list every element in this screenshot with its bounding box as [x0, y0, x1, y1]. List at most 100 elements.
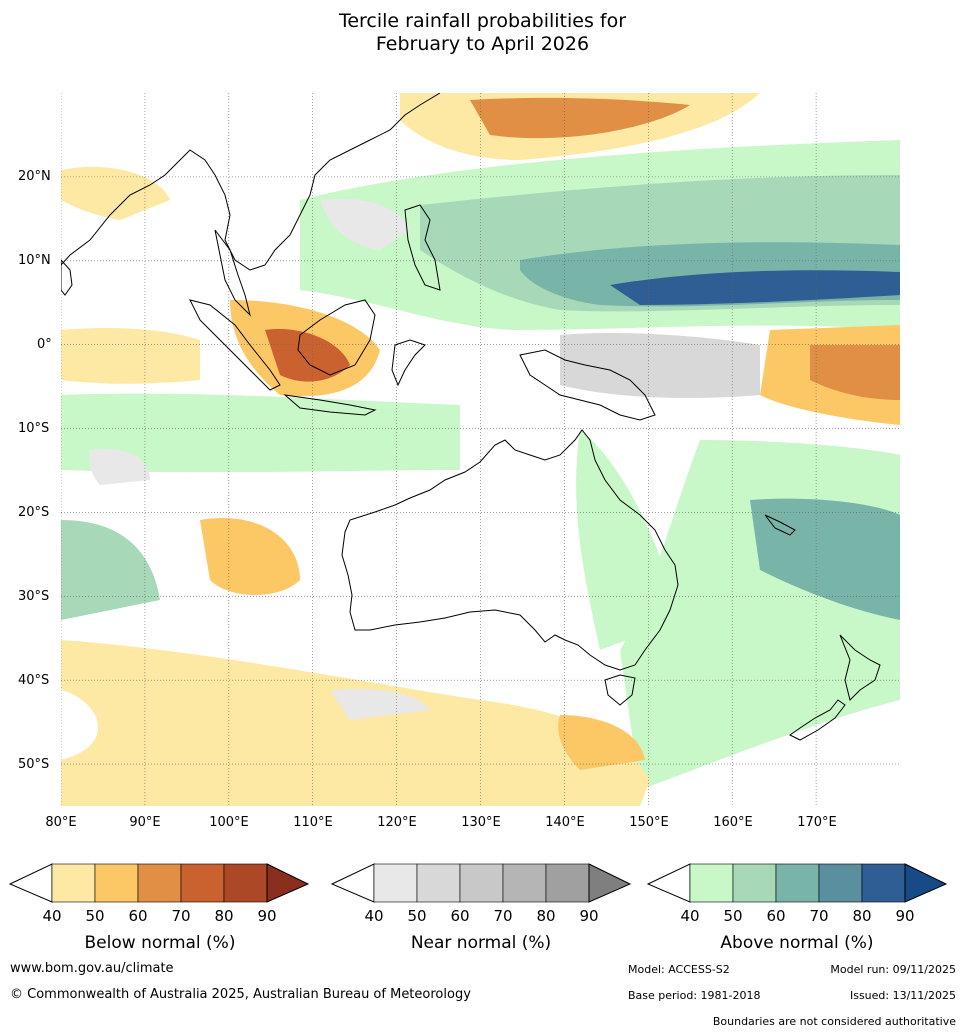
- near-tick-40: 40: [364, 907, 384, 925]
- near-tick-60: 60: [450, 907, 470, 925]
- below-central-pacific-core: [810, 345, 900, 400]
- near-over-arrow: [588, 863, 632, 903]
- website-link[interactable]: www.bom.gov.au/climate: [10, 961, 174, 976]
- title-line-1: Tercile rainfall probabilities for: [338, 10, 627, 32]
- title-line-2: February to April 2026: [375, 33, 590, 55]
- below-northwest-indian: [61, 166, 170, 220]
- lat-label-10s: 10°S: [18, 421, 50, 436]
- rainfall-probability-map: [61, 93, 900, 806]
- near-normal-label: Near normal (%): [410, 933, 552, 953]
- below-south-indian-ocean-core: [558, 715, 645, 770]
- near-segments: [373, 863, 590, 903]
- above-tick-80: 80: [852, 907, 872, 925]
- below-north-pacific-core: [470, 97, 690, 139]
- below-tick-70: 70: [171, 907, 191, 925]
- philippines-coastline: [404, 204, 441, 291]
- lat-label-40s: 40°S: [18, 673, 50, 688]
- probability-shading: [61, 93, 900, 806]
- sulawesi-coastline: [391, 339, 426, 387]
- below-segment-50: [94, 863, 139, 903]
- new-caledonia-coastline: [764, 514, 796, 536]
- above-tick-50: 50: [723, 907, 743, 925]
- above-west-indian-ocean: [61, 520, 160, 620]
- near-segment-40: [373, 863, 418, 903]
- above-tropical-indian-ocean: [61, 393, 460, 473]
- above-under-arrow: [646, 863, 691, 903]
- colorbar-below-normal: [8, 863, 310, 903]
- copyright-text: © Commonwealth of Australia 2025, Austra…: [10, 987, 471, 1002]
- below-maritime-continent-core: [265, 329, 350, 382]
- sumatra-coastline: [189, 299, 281, 391]
- below-tick-80: 80: [214, 907, 234, 925]
- above-segments: [689, 863, 906, 903]
- below-segment-60: [137, 863, 182, 903]
- above-east-australia: [576, 430, 680, 650]
- below-equatorial-indian: [61, 328, 200, 384]
- below-tick-90: 90: [257, 907, 277, 925]
- below-over-arrow: [266, 863, 310, 903]
- above-normal-regions: [61, 140, 900, 806]
- above-south-pacific-core: [750, 498, 900, 620]
- below-segment-40: [51, 863, 96, 903]
- lon-label-120e: 120°E: [377, 815, 417, 830]
- below-tick-50: 50: [85, 907, 105, 925]
- model-run: Model run: 09/11/2025: [830, 963, 956, 976]
- near-south-china-sea: [320, 198, 410, 250]
- new-zealand-north: [839, 634, 881, 701]
- above-normal-label: Above normal (%): [720, 933, 874, 953]
- borneo-coastline: [297, 299, 376, 376]
- near-indian-ocean-patches: [89, 449, 150, 485]
- lat-label-10n: 10°N: [18, 253, 51, 268]
- below-segment-80: [223, 863, 268, 903]
- lon-label-150e: 150°E: [629, 815, 669, 830]
- new-guinea-coastline: [519, 349, 656, 421]
- lon-label-100e: 100°E: [209, 815, 249, 830]
- model-name: Model: ACCESS-S2: [628, 963, 730, 976]
- lat-label-20n: 20°N: [18, 169, 51, 184]
- base-period: Base period: 1981-2018: [628, 989, 761, 1002]
- colorbar-above-normal: [646, 863, 948, 903]
- near-segment-70: [502, 863, 547, 903]
- australia-coastline: [341, 429, 679, 671]
- below-indian-ocean-mid: [200, 518, 300, 595]
- boundaries-disclaimer: Boundaries are not considered authoritat…: [712, 1015, 956, 1028]
- lon-label-110e: 110°E: [293, 815, 333, 830]
- below-tick-60: 60: [128, 907, 148, 925]
- near-segment-50: [416, 863, 461, 903]
- lat-label-30s: 30°S: [18, 589, 50, 604]
- lon-label-160e: 160°E: [713, 815, 753, 830]
- lon-label-90e: 90°E: [129, 815, 161, 830]
- near-tick-50: 50: [407, 907, 427, 925]
- coastlines: [61, 93, 881, 741]
- above-segment-80: [861, 863, 906, 903]
- lon-label-170e: 170°E: [797, 815, 837, 830]
- above-over-arrow: [904, 863, 948, 903]
- issued-date: Issued: 13/11/2025: [849, 989, 956, 1002]
- lon-label-140e: 140°E: [545, 815, 585, 830]
- map-title: Tercile rainfall probabilities for Febru…: [0, 10, 965, 56]
- lon-label-130e: 130°E: [461, 815, 501, 830]
- near-tick-70: 70: [493, 907, 513, 925]
- above-tick-60: 60: [766, 907, 786, 925]
- near-west-pacific: [560, 333, 760, 398]
- lat-label-50s: 50°S: [18, 757, 50, 772]
- java-coastline: [283, 394, 377, 416]
- below-segment-70: [180, 863, 225, 903]
- near-southern-ocean: [330, 688, 430, 720]
- below-under-arrow: [8, 863, 53, 903]
- near-under-arrow: [330, 863, 375, 903]
- above-tick-90: 90: [895, 907, 915, 925]
- above-band-north-pacific-max: [610, 270, 900, 305]
- lat-label-0: 0°: [37, 337, 52, 352]
- below-tick-40: 40: [42, 907, 62, 925]
- asia-coastline: [61, 93, 441, 271]
- lat-label-20s: 20°S: [18, 505, 50, 520]
- malay-peninsula-coastline: [214, 229, 251, 317]
- above-tick-70: 70: [809, 907, 829, 925]
- above-tick-40: 40: [680, 907, 700, 925]
- near-tick-80: 80: [536, 907, 556, 925]
- lon-label-80e: 80°E: [45, 815, 77, 830]
- tasmania-coastline: [604, 674, 636, 706]
- above-segment-40: [689, 863, 734, 903]
- new-zealand-south: [789, 699, 846, 741]
